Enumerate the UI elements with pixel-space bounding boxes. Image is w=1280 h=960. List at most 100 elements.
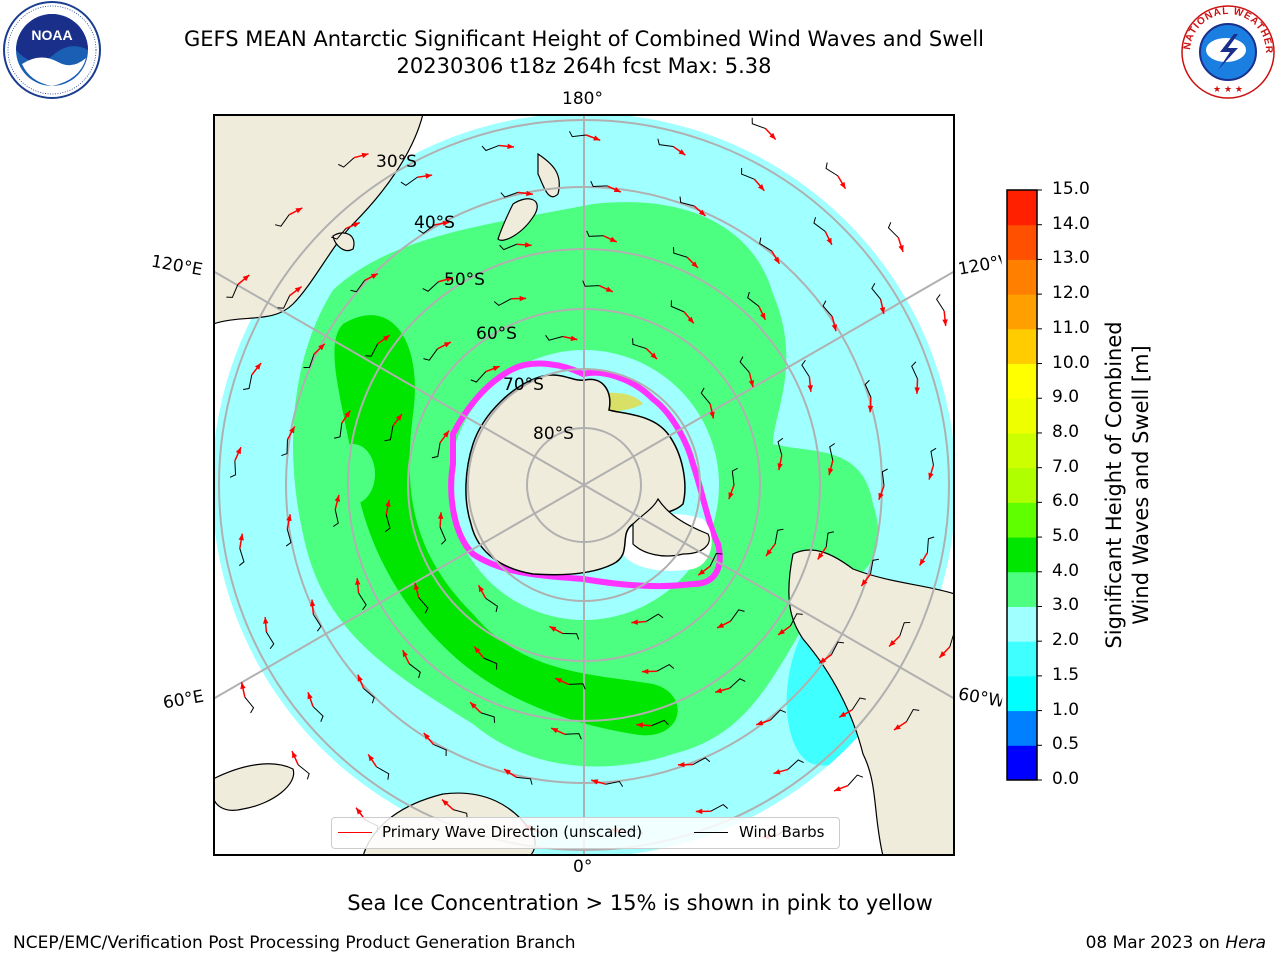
wave-direction-arrowhead [715,687,723,694]
wind-barb [481,144,500,152]
wind-barb [297,764,310,780]
wind-barb [365,343,379,357]
wind-barb [238,548,245,566]
wind-barb [864,379,872,398]
wave-direction-arrowhead [238,533,244,541]
colorbar-tick-label: 1.5 [1052,664,1080,685]
wind-barb [822,300,833,317]
wind-barb [431,442,441,459]
wind-barb [825,162,839,177]
wind-barb [334,422,343,439]
svg-text:NOAA: NOAA [31,27,72,43]
colorbar-tick-label: 0.5 [1052,734,1080,755]
wave-direction-arrowhead [355,578,361,585]
wave-direction-arrowhead [437,512,444,519]
wave-direction-arrowhead [286,514,292,522]
wind-barbs-swatch [694,832,728,833]
wave-direction-arrowhead [445,276,453,283]
wind-barb [312,614,322,632]
wind-barb [586,230,604,237]
wave-direction-arrowhead [613,186,621,193]
colorbar-segment [1007,502,1037,538]
wave-direction-arrowhead [555,678,563,684]
wind-barb [651,719,669,727]
lon-label-60e: 60°E [161,686,206,714]
wave-direction-arrowhead [395,413,403,421]
wind-barb [400,176,418,186]
wind-barb [632,338,647,350]
wave-direction-arrowhead [254,363,262,370]
wind-barb [408,663,421,679]
wind-barb [700,387,711,405]
wave-direction-arrowhead [756,720,764,726]
wind-barb [439,527,447,545]
wind-barb [226,284,239,298]
wind-barb [384,514,391,533]
wave-direction-arrowhead [519,295,527,302]
lat-label-40s: 40°S [414,213,455,233]
wind-barb [545,335,563,341]
wind-barb [692,757,711,765]
wind-barb [485,597,498,613]
wave-direction-arrowhead [294,286,302,293]
wave-direction-arrowhead [919,558,926,566]
colorbar-segment [1007,432,1037,469]
wave-direction-arrowhead [636,722,644,728]
wind-barb [331,228,347,240]
wind-barb [679,196,695,207]
wind-barb [657,138,674,148]
wave-direction-arrowhead [939,651,946,658]
wind-barb [777,437,784,456]
wave-direction-arrowhead [240,682,246,690]
wind-barb [516,776,533,785]
colorbar-title: Significant Height of Combined Wind Wave… [1101,321,1155,648]
wave-direction-arrowhead [773,769,781,775]
lat-label-60s: 60°S [476,324,517,344]
wind-barb [911,361,918,380]
colorbar-segment [1007,224,1037,260]
wave-direction-arrowhead [423,732,430,740]
footer-date-text: 08 Mar 2023 on [1085,933,1220,953]
wave-direction-arrows [226,117,955,840]
colorbar-segment [1007,328,1037,365]
wave-direction-arrowhead [861,579,868,587]
wave-direction-arrowhead [893,724,901,731]
wave-direction-arrowhead [631,619,638,625]
wave-direction-arrowhead [826,237,832,245]
wind-barb [871,282,882,300]
wind-barb [582,280,600,287]
wind-barb [851,697,866,711]
wind-barb [774,528,784,545]
wave-direction-arrowhead [262,617,269,624]
colorbar-tick-label: 10.0 [1052,352,1090,373]
wave-direction-arrowhead [765,549,773,557]
wave-direction-arrowhead [807,385,813,392]
wave-direction-arrowhead [503,769,511,775]
wind-barb [480,712,496,723]
colorbar-segment [1007,398,1037,434]
wave-direction-arrowhead [677,761,685,768]
colorbar-tick-label: 9.0 [1052,387,1080,408]
wave-direction-arrowhead [650,352,657,360]
wave-direction-arrowhead [777,463,783,471]
wave-direction-arrowhead [698,569,706,576]
wind-barb [562,632,580,640]
wind-barb [759,237,772,252]
wind-barb [739,356,750,373]
wave-direction-arrowhead [778,628,785,635]
wave-direction-arrowhead [942,319,948,326]
nws-logo: NATIONAL WEATHER SERVICE ★ ★ ★ [1176,0,1275,99]
colorbar-segment [1007,363,1037,399]
colorbar-tick-label: 3.0 [1052,595,1080,616]
wind-barb [789,613,803,627]
wind-barb [499,243,517,251]
wave-direction-arrowhead [295,207,303,214]
colorbar-title-line2: Wind Waves and Swell [m] [1129,345,1153,625]
wave-direction-arrowhead [318,343,325,351]
footer-credit: NCEP/EMC/Verification Post Processing Pr… [13,933,576,953]
colorbar-segment [1007,710,1037,746]
wind-barb [741,168,755,180]
wind-barb [285,528,292,547]
wind-barb [887,222,899,239]
wave-direction-arrowhead [831,324,838,332]
